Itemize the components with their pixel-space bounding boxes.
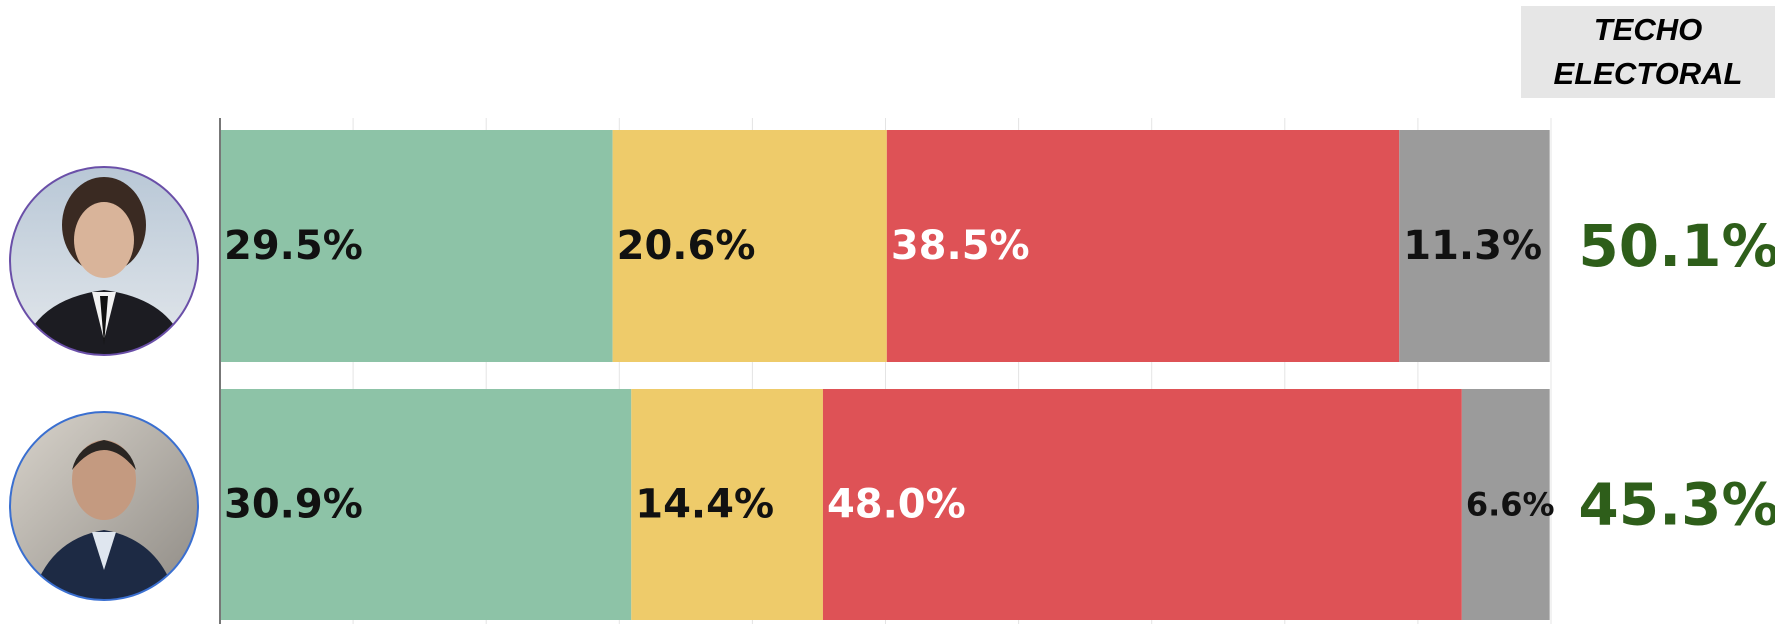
techo-value: 45.3% xyxy=(1578,471,1775,539)
value-label: 29.5% xyxy=(224,223,363,269)
page: 29.5% 20.6% 38.5% 11.3% 30.9% 14.4% 48.0% 6.6% 5… xyxy=(0,0,1775,624)
value-label: 20.6% xyxy=(617,223,756,269)
value-label: 11.3% xyxy=(1403,223,1542,269)
techo-value: 50.1% xyxy=(1578,212,1775,280)
value-label: 6.6% xyxy=(1466,486,1555,524)
value-label: 30.9% xyxy=(224,482,363,528)
techo-title: TECHO ELECTORAL xyxy=(1521,6,1775,98)
value-label: 48.0% xyxy=(827,482,966,528)
chart: 29.5% 20.6% 38.5% 11.3% 30.9% 14.4% 48.0% 6.6% 5… xyxy=(0,0,1775,624)
value-label: 38.5% xyxy=(891,223,1030,269)
value-label: 14.4% xyxy=(635,482,774,528)
